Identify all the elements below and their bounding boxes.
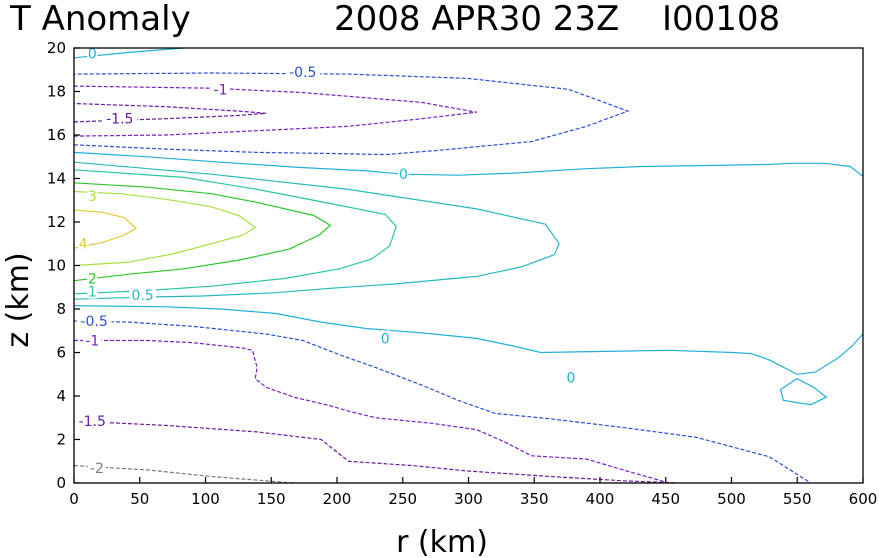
- x-tick-label-2: 100: [191, 490, 220, 508]
- contour-label-10: -0.5: [289, 65, 316, 81]
- contour-line-12: [73, 85, 477, 137]
- x-tick-label-11: 550: [783, 490, 812, 508]
- contour-label-bg-14: [102, 110, 138, 126]
- contour-line-4: [73, 161, 560, 300]
- contour-label-15: -2: [90, 461, 104, 477]
- x-tick-label-0: 0: [69, 490, 79, 508]
- contour-label-3: 1: [88, 285, 97, 301]
- contour-line-0: [73, 209, 138, 249]
- contour-label-bg-4: [129, 286, 156, 302]
- contour-label-1: 3: [88, 189, 97, 205]
- chart-time: 2008 APR30 23Z: [334, 0, 619, 39]
- y-tick-label-9: 18: [47, 83, 66, 101]
- contour-label-9: -0.5: [80, 314, 107, 330]
- contour-line-14: [73, 102, 267, 123]
- contour-line-5: [73, 305, 864, 375]
- x-tick-label-3: 150: [257, 490, 286, 508]
- contour-line-15: [73, 465, 294, 484]
- y-tick-label-7: 14: [47, 170, 66, 188]
- contour-label-13: -1.5: [79, 414, 106, 430]
- y-tick-label-2: 4: [56, 387, 66, 405]
- contour-label-bg-9: [76, 313, 112, 328]
- chart-run-id: I00108: [662, 0, 780, 39]
- y-tick-label-4: 8: [56, 300, 66, 318]
- y-tick-label-0: 0: [56, 474, 66, 492]
- contour-label-5: 0: [381, 331, 390, 347]
- contour-line-9: [73, 320, 812, 484]
- contour-label-bg-15: [87, 459, 107, 475]
- contour-lines: [73, 47, 864, 484]
- contour-label-bg-1: [87, 187, 98, 203]
- contour-label-14: -1.5: [106, 112, 133, 128]
- y-tick-label-10: 20: [47, 39, 66, 57]
- y-tick-label-3: 6: [56, 344, 66, 362]
- contour-label-7: 0: [567, 371, 576, 387]
- x-tick-label-10: 500: [717, 490, 746, 508]
- x-tick-label-8: 400: [586, 490, 615, 508]
- contour-label-bg-10: [285, 63, 321, 79]
- plot-frame: [73, 47, 864, 484]
- x-tick-label-7: 350: [520, 490, 549, 508]
- contour-label-bg-8: [87, 45, 98, 61]
- x-tick-label-12: 600: [849, 490, 878, 508]
- y-tick-label-1: 2: [56, 431, 66, 449]
- y-axis-label: z (km): [1, 252, 36, 347]
- contour-label-11: -1: [85, 334, 99, 350]
- contour-label-2: 2: [88, 272, 97, 288]
- x-tick-label-6: 300: [454, 490, 483, 508]
- contour-line-7: [779, 378, 828, 406]
- contour-label-bg-13: [74, 413, 110, 428]
- x-tick-label-9: 450: [651, 490, 680, 508]
- contour-line-1: [73, 190, 257, 267]
- contour-line-6: [73, 151, 864, 177]
- contour-label-bg-12: [211, 81, 230, 97]
- contour-label-bg-11: [83, 332, 102, 348]
- contour-label-bg-3: [87, 283, 98, 299]
- x-axis-label: r (km): [396, 525, 488, 558]
- y-tick-label-8: 16: [47, 126, 66, 144]
- x-axis: 0 50 100 150 200 250 300 350 400 450 500 550 600: [69, 477, 877, 508]
- contour-label-bg-2: [87, 270, 98, 286]
- contour-line-3: [73, 169, 397, 295]
- contour-label-4: 0.5: [131, 288, 153, 304]
- y-tick-label-6: 12: [47, 213, 66, 231]
- contour-line-13: [73, 420, 679, 484]
- contour-label-bg-0: [78, 235, 89, 251]
- x-tick-label-1: 50: [130, 490, 149, 508]
- contour-label-bg-5: [380, 330, 391, 346]
- y-axis: 0 2 4 6 8 10 12 14 16 18 20: [47, 39, 80, 492]
- contour-line-11: [74, 339, 670, 484]
- contour-labels: 4 3 21 0.5 0 0 0 0 -0.5 -0.5 -1 -1 -1.5 -1.5 -2: [74, 45, 577, 477]
- contour-label-6: 0: [399, 167, 408, 183]
- chart-title: T Anomaly: [9, 0, 191, 39]
- contour-label-0: 4: [79, 237, 88, 253]
- contour-label-bg-6: [398, 166, 409, 182]
- contour-line-10: [73, 72, 630, 156]
- contour-label-12: -1: [214, 82, 228, 98]
- x-tick-label-4: 200: [323, 490, 352, 508]
- contour-label-bg-7: [565, 369, 577, 385]
- x-tick-label-5: 250: [388, 490, 417, 508]
- y-tick-label-5: 10: [47, 257, 66, 275]
- contour-label-8: 0: [88, 46, 97, 62]
- contour-line-2: [73, 182, 332, 282]
